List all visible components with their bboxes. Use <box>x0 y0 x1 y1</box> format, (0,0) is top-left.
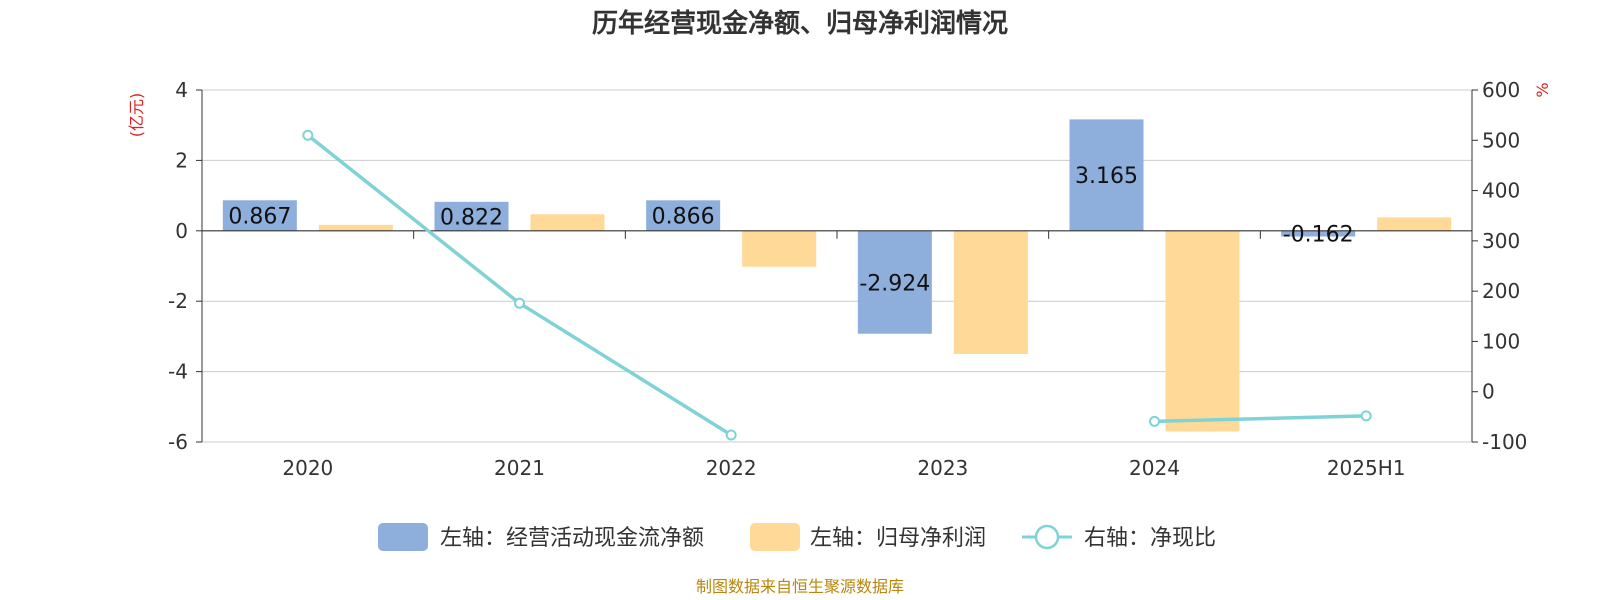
category-label: 2025H1 <box>1327 456 1406 480</box>
right-axis-tick-label: 300 <box>1482 229 1520 253</box>
bar <box>857 230 932 334</box>
right-axis-tick-label: 100 <box>1482 329 1520 353</box>
bar <box>530 214 605 231</box>
category-label: 2020 <box>282 456 333 480</box>
source-note: 制图数据来自恒生聚源数据库 <box>696 577 904 596</box>
right-axis-unit: % <box>1533 82 1552 97</box>
ratio-point <box>302 129 314 141</box>
category-label: 2023 <box>917 456 968 480</box>
left-axis-tick-label: 4 <box>175 78 188 102</box>
bar <box>953 230 1028 354</box>
right-axis-tick-label: 200 <box>1482 279 1520 303</box>
legend-label-cashflow: 左轴：经营活动现金流净额 <box>440 526 704 551</box>
bar <box>318 224 393 231</box>
axis-layer: 4 2 0 -2 -4 -6 600 500 400 300 200 100 0 -100 2020 2021… <box>168 78 1527 480</box>
bar <box>1281 230 1356 237</box>
bar <box>742 230 817 267</box>
legend-swatch-cashflow <box>378 523 428 551</box>
line-layer <box>302 129 1372 441</box>
bar-data-label: 3.165 <box>1075 164 1138 189</box>
bar <box>1069 119 1144 231</box>
chart-title: 历年经营现金净额、归母净利润情况 <box>592 8 1008 39</box>
right-axis-tick-label: 600 <box>1482 78 1520 102</box>
right-axis-tick-label: 400 <box>1482 179 1520 203</box>
bar <box>646 200 721 231</box>
right-axis-tick-label: 500 <box>1482 128 1520 152</box>
category-label: 2022 <box>706 456 757 480</box>
label-layer: 0.867 0.822 0.866 -2.924 3.165 -0.162 <box>228 164 1353 296</box>
bar-layer <box>222 119 1452 432</box>
ratio-point <box>514 297 525 309</box>
category-label: 2021 <box>494 456 545 480</box>
grid-layer <box>202 89 1472 443</box>
right-axis-tick-label: -100 <box>1482 430 1527 454</box>
bar-data-label: 0.867 <box>228 205 291 230</box>
ratio-point <box>1149 415 1160 427</box>
right-axis-tick-label: 0 <box>1482 380 1495 404</box>
legend: 左轴：经营活动现金流净额 左轴：归母净利润 右轴：净现比 <box>378 523 1216 551</box>
left-axis-tick-label: -2 <box>168 289 188 313</box>
ratio-line <box>306 133 733 437</box>
legend-label-net-profit: 左轴：归母净利润 <box>810 526 986 551</box>
legend-label-ratio: 右轴：净现比 <box>1084 526 1216 551</box>
bar <box>1377 217 1452 231</box>
category-label: 2024 <box>1129 456 1180 480</box>
left-axis-tick-label: 2 <box>175 148 188 172</box>
ratio-point <box>1360 410 1372 422</box>
legend-swatch-net-profit <box>750 523 800 551</box>
ratio-point <box>725 429 737 441</box>
legend-marker-ratio <box>1034 524 1060 550</box>
left-axis-tick-label: 0 <box>175 219 188 243</box>
bar <box>222 200 297 231</box>
bar-data-label: 0.822 <box>440 205 503 230</box>
left-axis-tick-label: -4 <box>168 360 188 384</box>
bar-data-label: 0.866 <box>652 205 715 230</box>
left-axis-tick-label: -6 <box>168 430 188 454</box>
bar-data-label: -0.162 <box>1283 223 1354 248</box>
bar <box>1165 230 1240 432</box>
ratio-line <box>1154 414 1367 424</box>
bar <box>434 201 509 231</box>
bar-data-label: -2.924 <box>859 271 930 296</box>
left-axis-unit: (亿元) <box>127 93 146 138</box>
